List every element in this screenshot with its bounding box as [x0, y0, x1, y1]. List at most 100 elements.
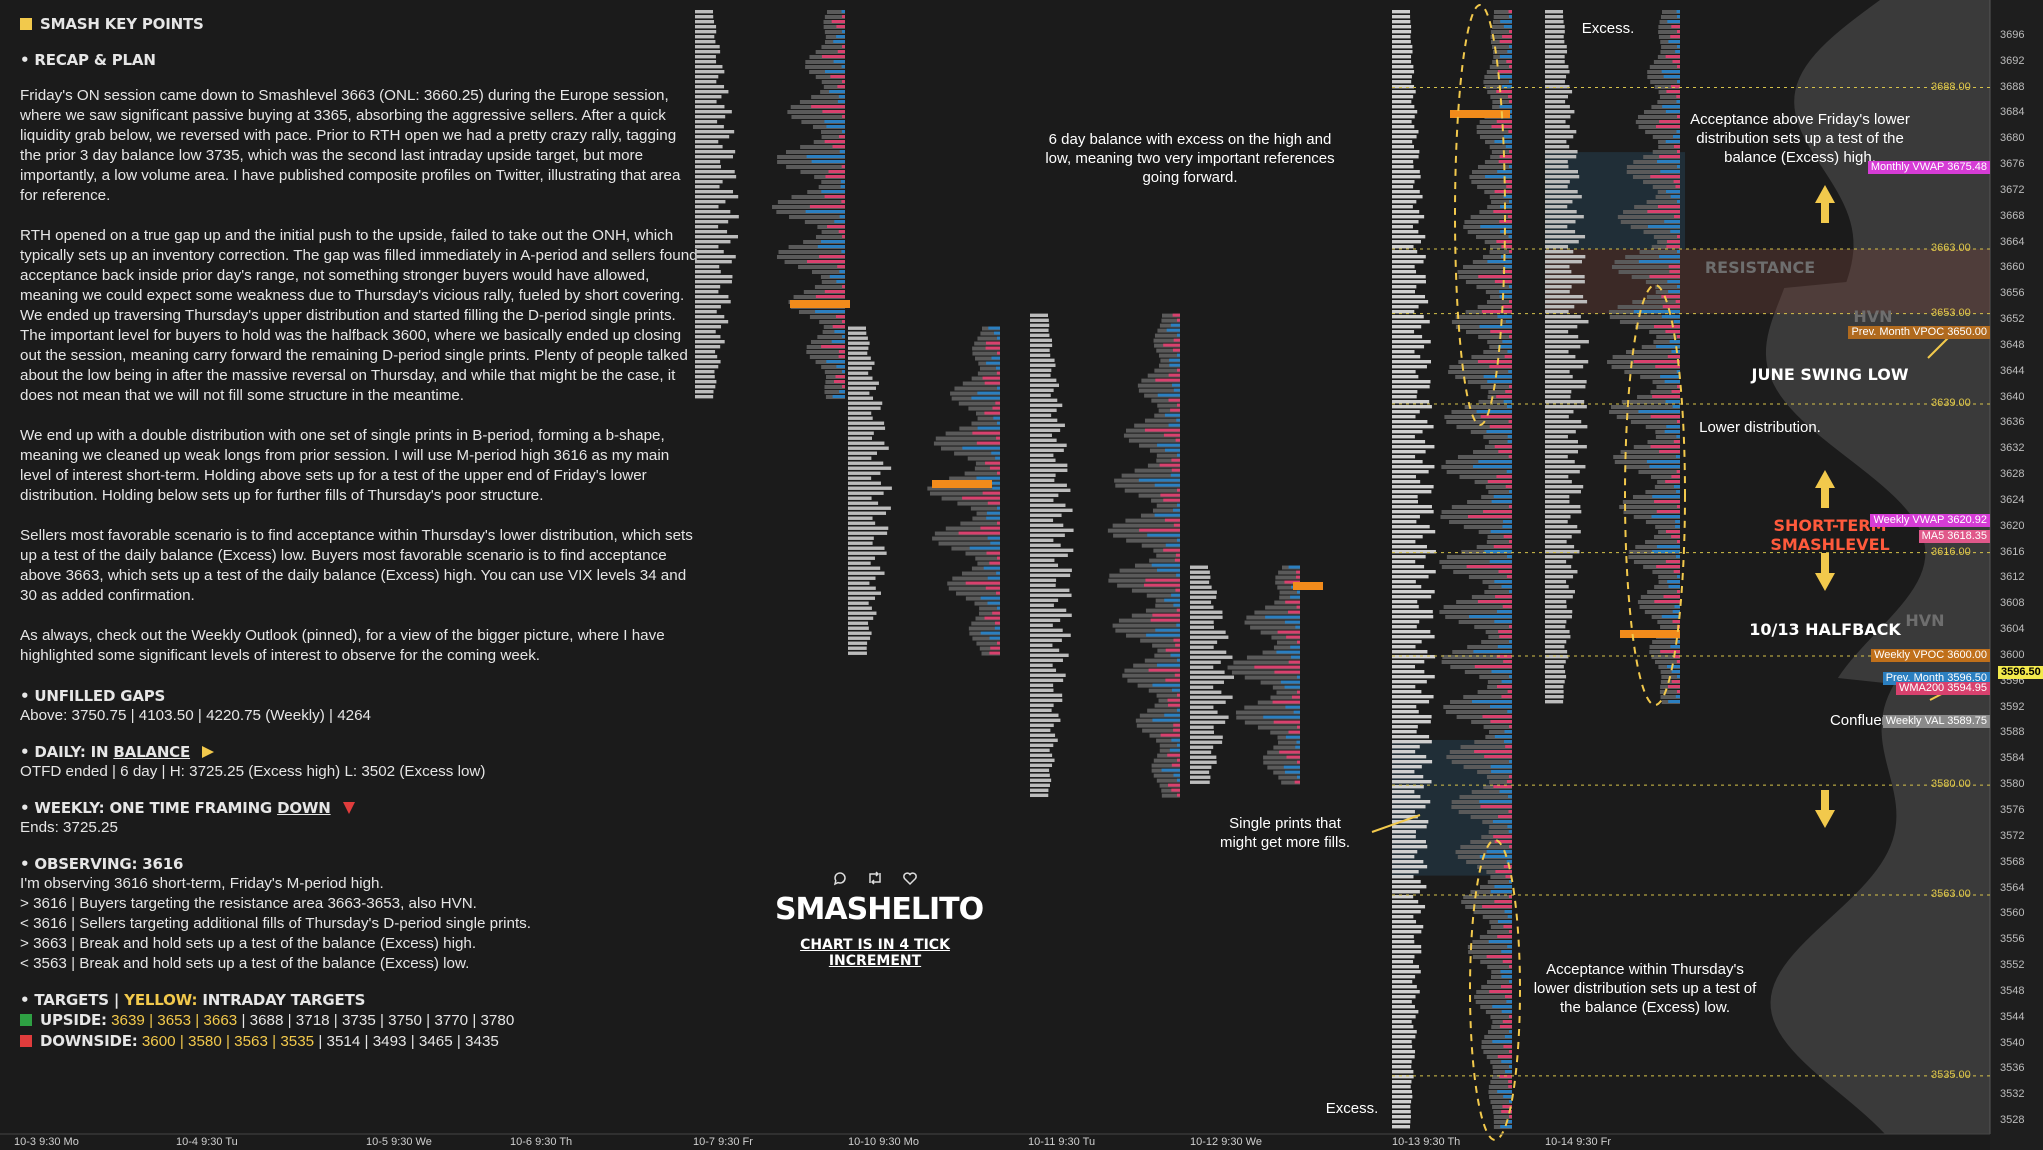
- tpo-letter-row: [1392, 105, 1415, 109]
- tpo-letter-row: [1545, 375, 1573, 379]
- delta-bar: [1667, 20, 1680, 23]
- delta-bar: [1646, 460, 1680, 463]
- volume-bar: [1279, 595, 1300, 600]
- tpo-letter-row: [1392, 565, 1425, 569]
- tpo-letter-row: [848, 556, 875, 560]
- tpo-letter-row: [1030, 583, 1056, 588]
- volume-bar: [1464, 405, 1512, 409]
- delta-bar: [1673, 320, 1680, 323]
- price-tick-label: 3676: [2000, 158, 2025, 171]
- volume-bar: [1152, 643, 1180, 648]
- tpo-letter-row: [1030, 323, 1050, 328]
- targets-header: • TARGETS | YELLOW: INTRADAY TARGETS: [20, 991, 366, 1009]
- volume-bar: [1162, 313, 1180, 318]
- tpo-letter-row: [1545, 70, 1570, 74]
- tpo-letter-row: [1545, 690, 1564, 694]
- delta-bar: [992, 406, 1000, 410]
- delta-bar: [1668, 265, 1680, 268]
- tpo-letter-row: [848, 416, 873, 420]
- observing-line: > 3616 | Buyers targeting the resistance…: [20, 895, 477, 912]
- delta-bar: [1498, 630, 1512, 633]
- delta-bar: [1509, 1065, 1512, 1068]
- tpo-letter-row: [1392, 215, 1425, 219]
- delta-bar: [1505, 485, 1512, 488]
- social-icons: [770, 870, 980, 886]
- delta-bar: [1495, 595, 1512, 598]
- volume-bar: [1658, 145, 1680, 149]
- volume-bar: [960, 521, 1000, 526]
- tpo-letter-row: [1545, 315, 1581, 319]
- tpo-letter-row: [1030, 633, 1071, 638]
- tpo-letter-row: [1392, 875, 1414, 879]
- delta-bar: [1509, 30, 1512, 33]
- tpo-letter-row: [1545, 205, 1568, 209]
- volume-bar: [1477, 865, 1512, 869]
- tpo-letter-row: [1392, 885, 1427, 889]
- delta-bar: [1274, 670, 1300, 674]
- tpo-letter-row: [1392, 75, 1412, 79]
- delta-bar: [1486, 850, 1512, 853]
- tpo-letter-row: [1190, 765, 1212, 769]
- delta-bar: [982, 491, 1000, 495]
- volume-bar: [1275, 575, 1300, 580]
- delta-bar: [1297, 760, 1300, 764]
- tpo-letter-row: [848, 356, 871, 360]
- tpo-letter-row: [1392, 1080, 1412, 1084]
- tpo-letter-row: [1392, 585, 1422, 589]
- tpo-letter-row: [695, 235, 738, 239]
- volume-bar: [1119, 568, 1180, 573]
- volume-bar: [791, 115, 845, 119]
- delta-bar: [1675, 455, 1680, 458]
- delta-bar: [1509, 335, 1512, 338]
- delta-bar: [993, 331, 1000, 335]
- volume-bar: [1470, 840, 1512, 844]
- volume-bar: [1474, 995, 1512, 999]
- tpo-letter-row: [1545, 355, 1576, 359]
- tpo-letter-row: [1392, 645, 1416, 649]
- volume-bar: [821, 280, 845, 284]
- tpo-letter-row: [848, 431, 874, 435]
- delta-bar: [1638, 260, 1680, 263]
- tpo-letter-row: [1545, 570, 1578, 574]
- volume-bar: [1470, 815, 1512, 819]
- tpo-letter-row: [695, 90, 729, 94]
- tpo-letter-row: [1392, 1060, 1412, 1064]
- tpo-letter-row: [1545, 40, 1565, 44]
- volume-bar: [1464, 670, 1512, 674]
- delta-bar: [1647, 225, 1680, 228]
- volume-bar: [811, 95, 845, 99]
- volume-bar: [1122, 673, 1180, 678]
- tpo-letter-row: [1545, 250, 1574, 254]
- volume-bar: [1654, 660, 1680, 664]
- volume-bar: [1455, 315, 1512, 319]
- excess-bottom-annotation: Excess.: [1325, 1100, 1379, 1117]
- delta-bar: [1165, 448, 1180, 452]
- delta-bar: [977, 426, 1000, 430]
- delta-bar: [1652, 550, 1680, 553]
- tpo-letter-row: [1190, 640, 1218, 644]
- delta-bar: [1505, 145, 1512, 148]
- delta-bar: [1172, 383, 1180, 387]
- tpo-letter-row: [695, 200, 726, 204]
- tpo-letter-row: [1392, 60, 1412, 64]
- volume-bar: [1466, 860, 1512, 864]
- delta-bar: [1495, 870, 1512, 873]
- volume-bar: [1153, 338, 1180, 343]
- volume-bar: [1463, 265, 1512, 269]
- upside-targets: UPSIDE: 3639 | 3653 | 3663 | 3688 | 3718…: [20, 1010, 700, 1031]
- excess-low-ellipse: [1469, 839, 1521, 1141]
- tpo-letter-row: [1190, 590, 1217, 594]
- tpo-letter-row: [1030, 343, 1053, 348]
- tpo-letter-row: [1392, 695, 1434, 699]
- volume-bar: [1244, 705, 1300, 710]
- tpo-letter-row: [1392, 35, 1411, 39]
- delta-bar: [1668, 700, 1680, 703]
- tpo-letter-row: [1392, 160, 1414, 164]
- delta-bar: [1505, 390, 1512, 393]
- delta-bar: [1508, 505, 1512, 508]
- delta-bar: [824, 120, 845, 123]
- tpo-letter-row: [695, 185, 720, 189]
- tpo-letter-row: [695, 275, 733, 279]
- delta-bar: [1497, 170, 1512, 173]
- tpo-letter-row: [1545, 650, 1568, 654]
